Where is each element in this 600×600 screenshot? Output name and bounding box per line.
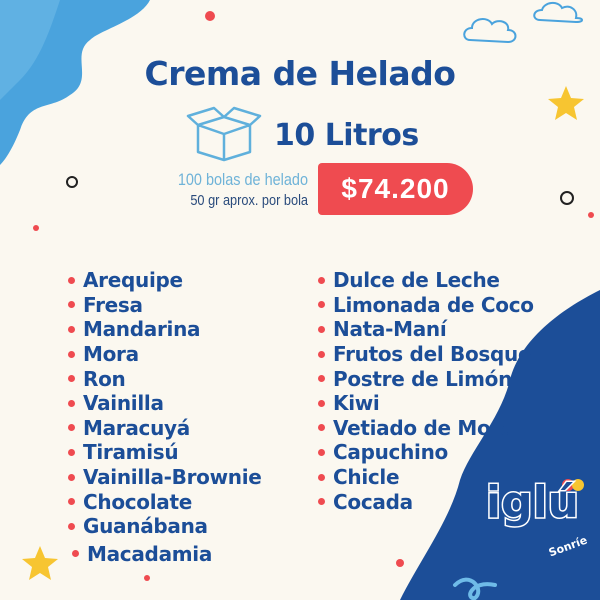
bullet <box>68 399 75 407</box>
flavor: Dulce de Leche <box>333 268 500 293</box>
star-icon <box>548 86 584 120</box>
flavor: Postre de Limón <box>333 366 513 391</box>
flavor: Mora <box>83 342 139 367</box>
flavor: Capuchino <box>333 440 448 465</box>
volume-label: 10 Litros <box>274 118 419 153</box>
bullet <box>318 424 325 432</box>
servings-label: 100 bolas de helado <box>177 170 308 189</box>
flavor: Frutos del Bosque <box>333 342 532 367</box>
list-item: Postre de Limón <box>318 366 534 391</box>
flavor: Mandarina <box>83 317 201 342</box>
flavor: Chocolate <box>83 489 193 514</box>
bullet <box>68 375 75 383</box>
swirl-decor <box>453 577 497 600</box>
list-item: Ron <box>68 366 262 391</box>
flavor: Chicle <box>333 465 400 490</box>
bullet <box>318 498 325 506</box>
bullet <box>68 424 75 432</box>
bullet <box>318 399 325 407</box>
list-item: Maracuyá <box>68 416 262 441</box>
list-item: Guanábana <box>68 514 262 539</box>
list-item: Arequipe <box>68 268 262 293</box>
flavor-list-right: Dulce de Leche Limonada de Coco Nata-Man… <box>318 268 534 514</box>
flavor: Limonada de Coco <box>333 292 534 317</box>
list-item: Chicle <box>318 465 534 490</box>
bullet <box>318 276 325 284</box>
flavor: Guanábana <box>83 514 208 539</box>
list-item: Kiwi <box>318 391 534 416</box>
flavor: Kiwi <box>333 391 380 416</box>
page-title: Crema de Helado <box>144 54 456 93</box>
bullet <box>68 325 75 333</box>
dot <box>33 225 39 231</box>
serving-note: 50 gr aprox. por bola <box>190 192 308 209</box>
dot <box>396 559 404 567</box>
bullet <box>318 350 325 358</box>
flavor: Nata-Maní <box>333 317 447 342</box>
star-icon <box>22 546 58 580</box>
list-item: Frutos del Bosque <box>318 342 534 367</box>
bullet <box>318 473 325 481</box>
bullet <box>68 473 75 481</box>
bottom-right-blob <box>400 290 600 600</box>
list-item: Tiramisú <box>68 440 262 465</box>
bullet <box>72 550 79 558</box>
list-item: Mora <box>68 342 262 367</box>
cloud-icon <box>463 2 583 44</box>
list-item: Dulce de Leche <box>318 268 534 293</box>
brand-logo: iglú <box>485 476 581 529</box>
ring <box>560 191 574 205</box>
dot <box>588 212 594 218</box>
list-item: Mandarina <box>68 317 262 342</box>
bullet <box>68 301 75 309</box>
dot <box>144 575 150 581</box>
flavor: Vainilla <box>83 391 164 416</box>
bullet <box>318 301 325 309</box>
bullet <box>318 325 325 333</box>
price-badge: $74.200 <box>318 163 473 215</box>
flavor: Cocada <box>333 489 413 514</box>
list-item: Limonada de Coco <box>318 293 534 318</box>
bullet <box>68 276 75 284</box>
ring <box>66 176 78 188</box>
flavor-list-left: Arequipe Fresa Mandarina Mora Ron Vainil… <box>68 268 262 566</box>
bullet <box>318 375 325 383</box>
bullet <box>68 498 75 506</box>
top-left-blob-light <box>0 0 60 100</box>
bullet <box>68 350 75 358</box>
list-item: Capuchino <box>318 440 534 465</box>
flavor: Ron <box>83 366 126 391</box>
flavor: Fresa <box>83 292 143 317</box>
dot <box>205 11 215 21</box>
flavor: Maracuyá <box>83 415 190 440</box>
list-item: Vetiado de Mora <box>318 416 534 441</box>
list-item: Fresa <box>68 293 262 318</box>
list-item: Cocada <box>318 489 534 514</box>
bullet <box>318 448 325 456</box>
flavor: Macadamia <box>87 541 213 566</box>
flavor: Vetiado de Mora <box>333 415 514 440</box>
flavor: Tiramisú <box>83 440 179 465</box>
box-icon <box>186 106 262 162</box>
bullet <box>68 448 75 456</box>
list-item: Macadamia <box>72 542 262 567</box>
flavor: Vainilla-Brownie <box>83 465 262 490</box>
list-item: Vainilla-Brownie <box>68 465 262 490</box>
flavor: Arequipe <box>83 268 183 293</box>
list-item: Chocolate <box>68 489 262 514</box>
list-item: Vainilla <box>68 391 262 416</box>
logo-heart-icon <box>562 479 584 491</box>
list-item: Nata-Maní <box>318 317 534 342</box>
bullet <box>68 522 75 530</box>
